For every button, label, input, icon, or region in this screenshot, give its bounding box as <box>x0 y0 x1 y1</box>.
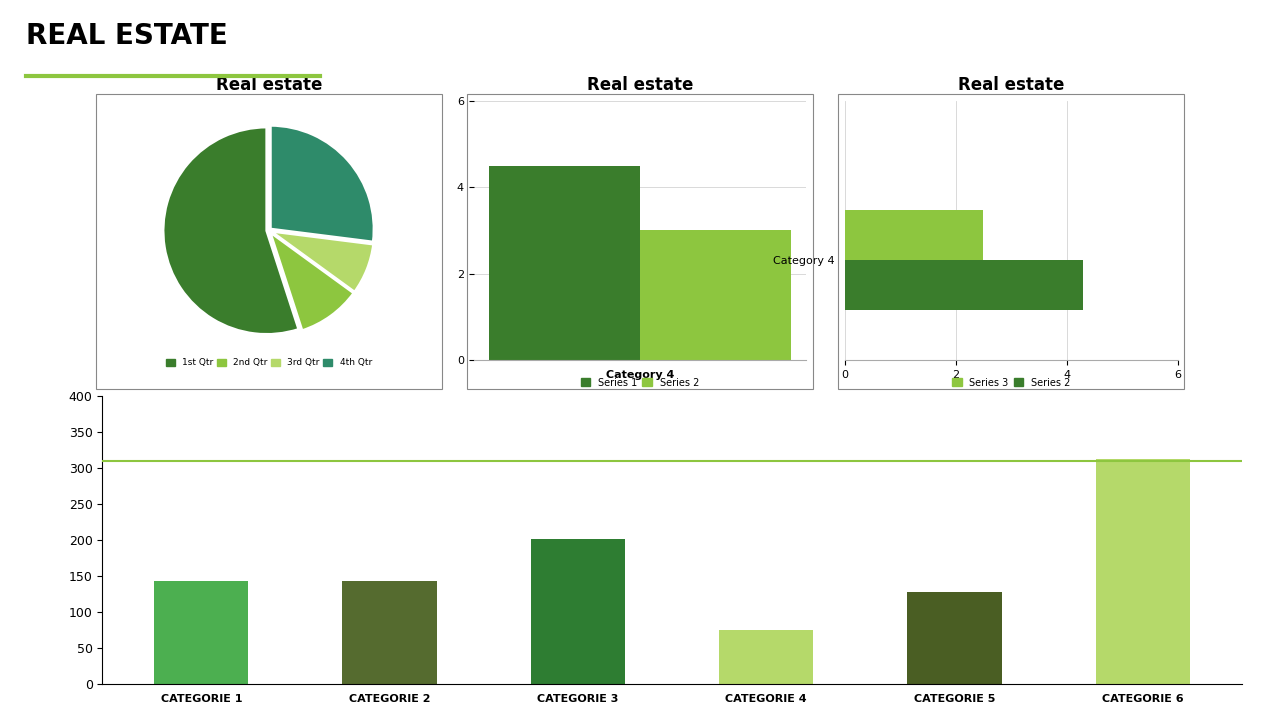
Bar <box>640 230 791 360</box>
Bar <box>845 210 983 261</box>
Wedge shape <box>270 125 374 242</box>
Title: Real estate: Real estate <box>586 76 694 94</box>
Bar <box>908 592 1001 684</box>
Legend: Series 3, Series 2: Series 3, Series 2 <box>948 374 1074 392</box>
Bar <box>343 581 436 684</box>
Title: Real estate: Real estate <box>215 76 323 94</box>
Bar <box>154 581 248 684</box>
Legend: 1st Qtr, 2nd Qtr, 3rd Qtr, 4th Qtr: 1st Qtr, 2nd Qtr, 3rd Qtr, 4th Qtr <box>163 355 375 371</box>
Bar <box>845 261 1083 310</box>
Bar <box>1096 459 1190 684</box>
Bar <box>719 630 813 684</box>
Bar <box>531 539 625 684</box>
Text: REAL ESTATE: REAL ESTATE <box>26 22 228 50</box>
Bar <box>489 166 640 360</box>
Wedge shape <box>163 127 298 334</box>
Legend: Series 1, Series 2: Series 1, Series 2 <box>577 374 703 392</box>
Wedge shape <box>271 231 374 292</box>
Wedge shape <box>270 232 353 330</box>
Title: Real estate: Real estate <box>957 76 1065 94</box>
